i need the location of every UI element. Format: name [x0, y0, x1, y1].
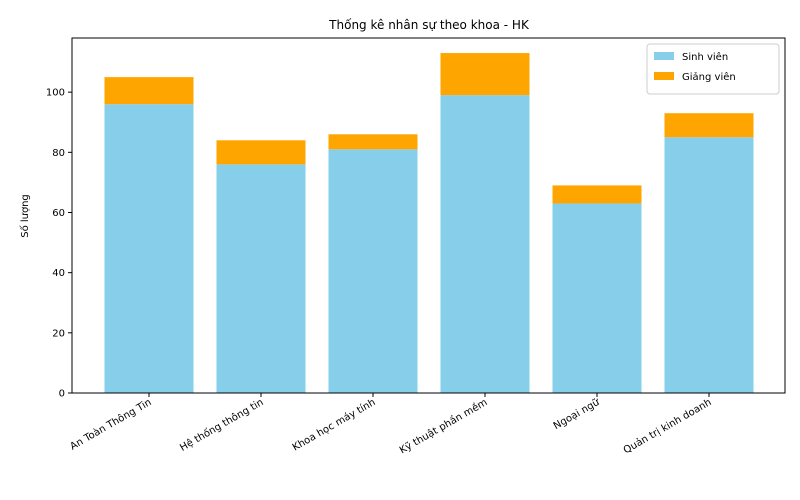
bar-sinh-vien-2	[328, 149, 418, 393]
bar-giang-vien-4	[552, 185, 642, 204]
y-tick-label: 100	[46, 88, 65, 99]
y-axis-label: Số lượng	[19, 194, 31, 238]
bar-giang-vien-0	[104, 77, 194, 105]
bar-giang-vien-3	[440, 53, 530, 96]
legend-label-sinh-vien: Sinh viên	[682, 51, 728, 63]
y-tick-label: 60	[52, 208, 65, 219]
legend-swatch-sinh-vien	[654, 52, 674, 60]
x-ticks-group: An Toàn Thông Tin Hệ thống thông tin Khoa …	[68, 393, 714, 456]
legend: Sinh viên Giảng viên	[646, 43, 780, 95]
y-tick-label: 20	[52, 328, 65, 339]
legend-swatch-giang-vien	[654, 72, 674, 80]
x-tick-label: Hệ thống thông tin	[178, 396, 266, 454]
plot-frame	[71, 37, 786, 394]
bar-giang-vien-2	[328, 134, 418, 150]
y-tick-label: 0	[59, 389, 65, 400]
bar-sinh-vien-3	[440, 95, 530, 394]
y-tick-label: 80	[52, 148, 65, 159]
bar-sinh-vien-4	[552, 203, 642, 393]
bars-group	[104, 53, 754, 394]
legend-label-giang-vien: Giảng viên	[682, 71, 736, 83]
x-tick-label: Khoa học máy tính	[290, 396, 377, 453]
y-tick-label: 40	[52, 268, 65, 279]
bar-giang-vien-1	[216, 140, 306, 165]
x-tick-label: An Toàn Thông Tin	[68, 396, 154, 452]
x-tick-label: Quản trị kinh doanh	[621, 396, 713, 456]
bar-sinh-vien-0	[104, 104, 194, 394]
bar-sinh-vien-1	[216, 164, 306, 393]
x-tick-label: Kỹ thuật phần mềm	[397, 396, 489, 456]
bar-sinh-vien-5	[664, 137, 754, 393]
legend-box	[646, 43, 780, 95]
bar-giang-vien-5	[664, 113, 754, 138]
x-tick-label: Ngoại ngữ	[552, 397, 602, 432]
y-ticks-group: 0 20 40 60 80 100	[46, 88, 72, 400]
chart-title: Thống kê nhân sự theo khoa - HK	[328, 18, 530, 32]
